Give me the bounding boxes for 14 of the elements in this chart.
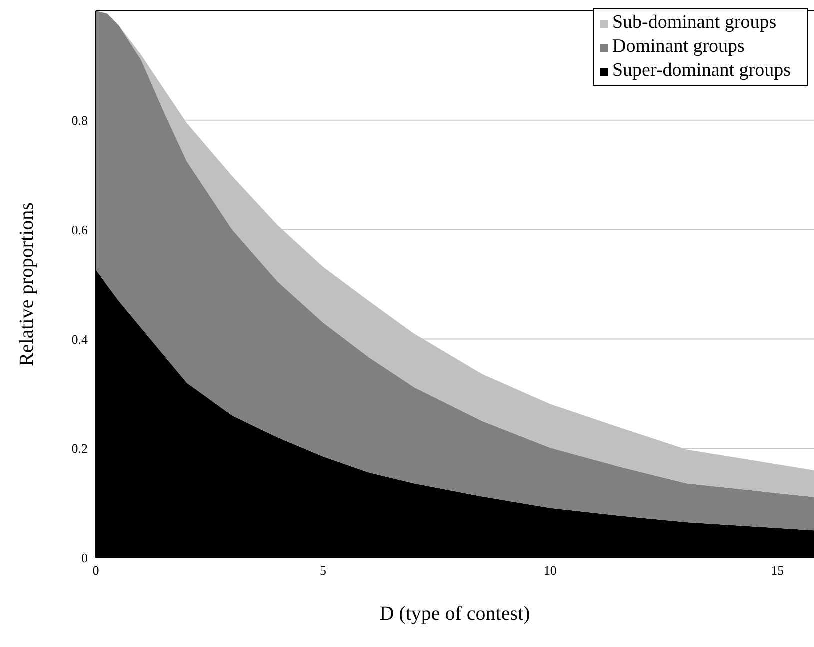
x-tick-label: 0 xyxy=(92,563,100,578)
x-axis-title: D (type of contest) xyxy=(380,603,530,625)
x-tick-label: 15 xyxy=(771,563,784,578)
legend-label: Dominant groups xyxy=(612,36,745,57)
y-tick-label: 0.8 xyxy=(72,113,88,128)
y-tick-label: 0.6 xyxy=(72,222,88,238)
x-tick-label: 5 xyxy=(320,563,326,578)
legend-label: Super-dominant groups xyxy=(612,60,791,81)
y-axis-title: Relative proportions xyxy=(16,202,38,366)
y-tick-label: 0.4 xyxy=(72,332,88,347)
legend-label: Sub-dominant groups xyxy=(612,12,777,33)
y-tick-label: 0.2 xyxy=(72,441,88,456)
y-tick-label: 0 xyxy=(82,550,88,566)
x-tick-label: 10 xyxy=(544,563,557,578)
